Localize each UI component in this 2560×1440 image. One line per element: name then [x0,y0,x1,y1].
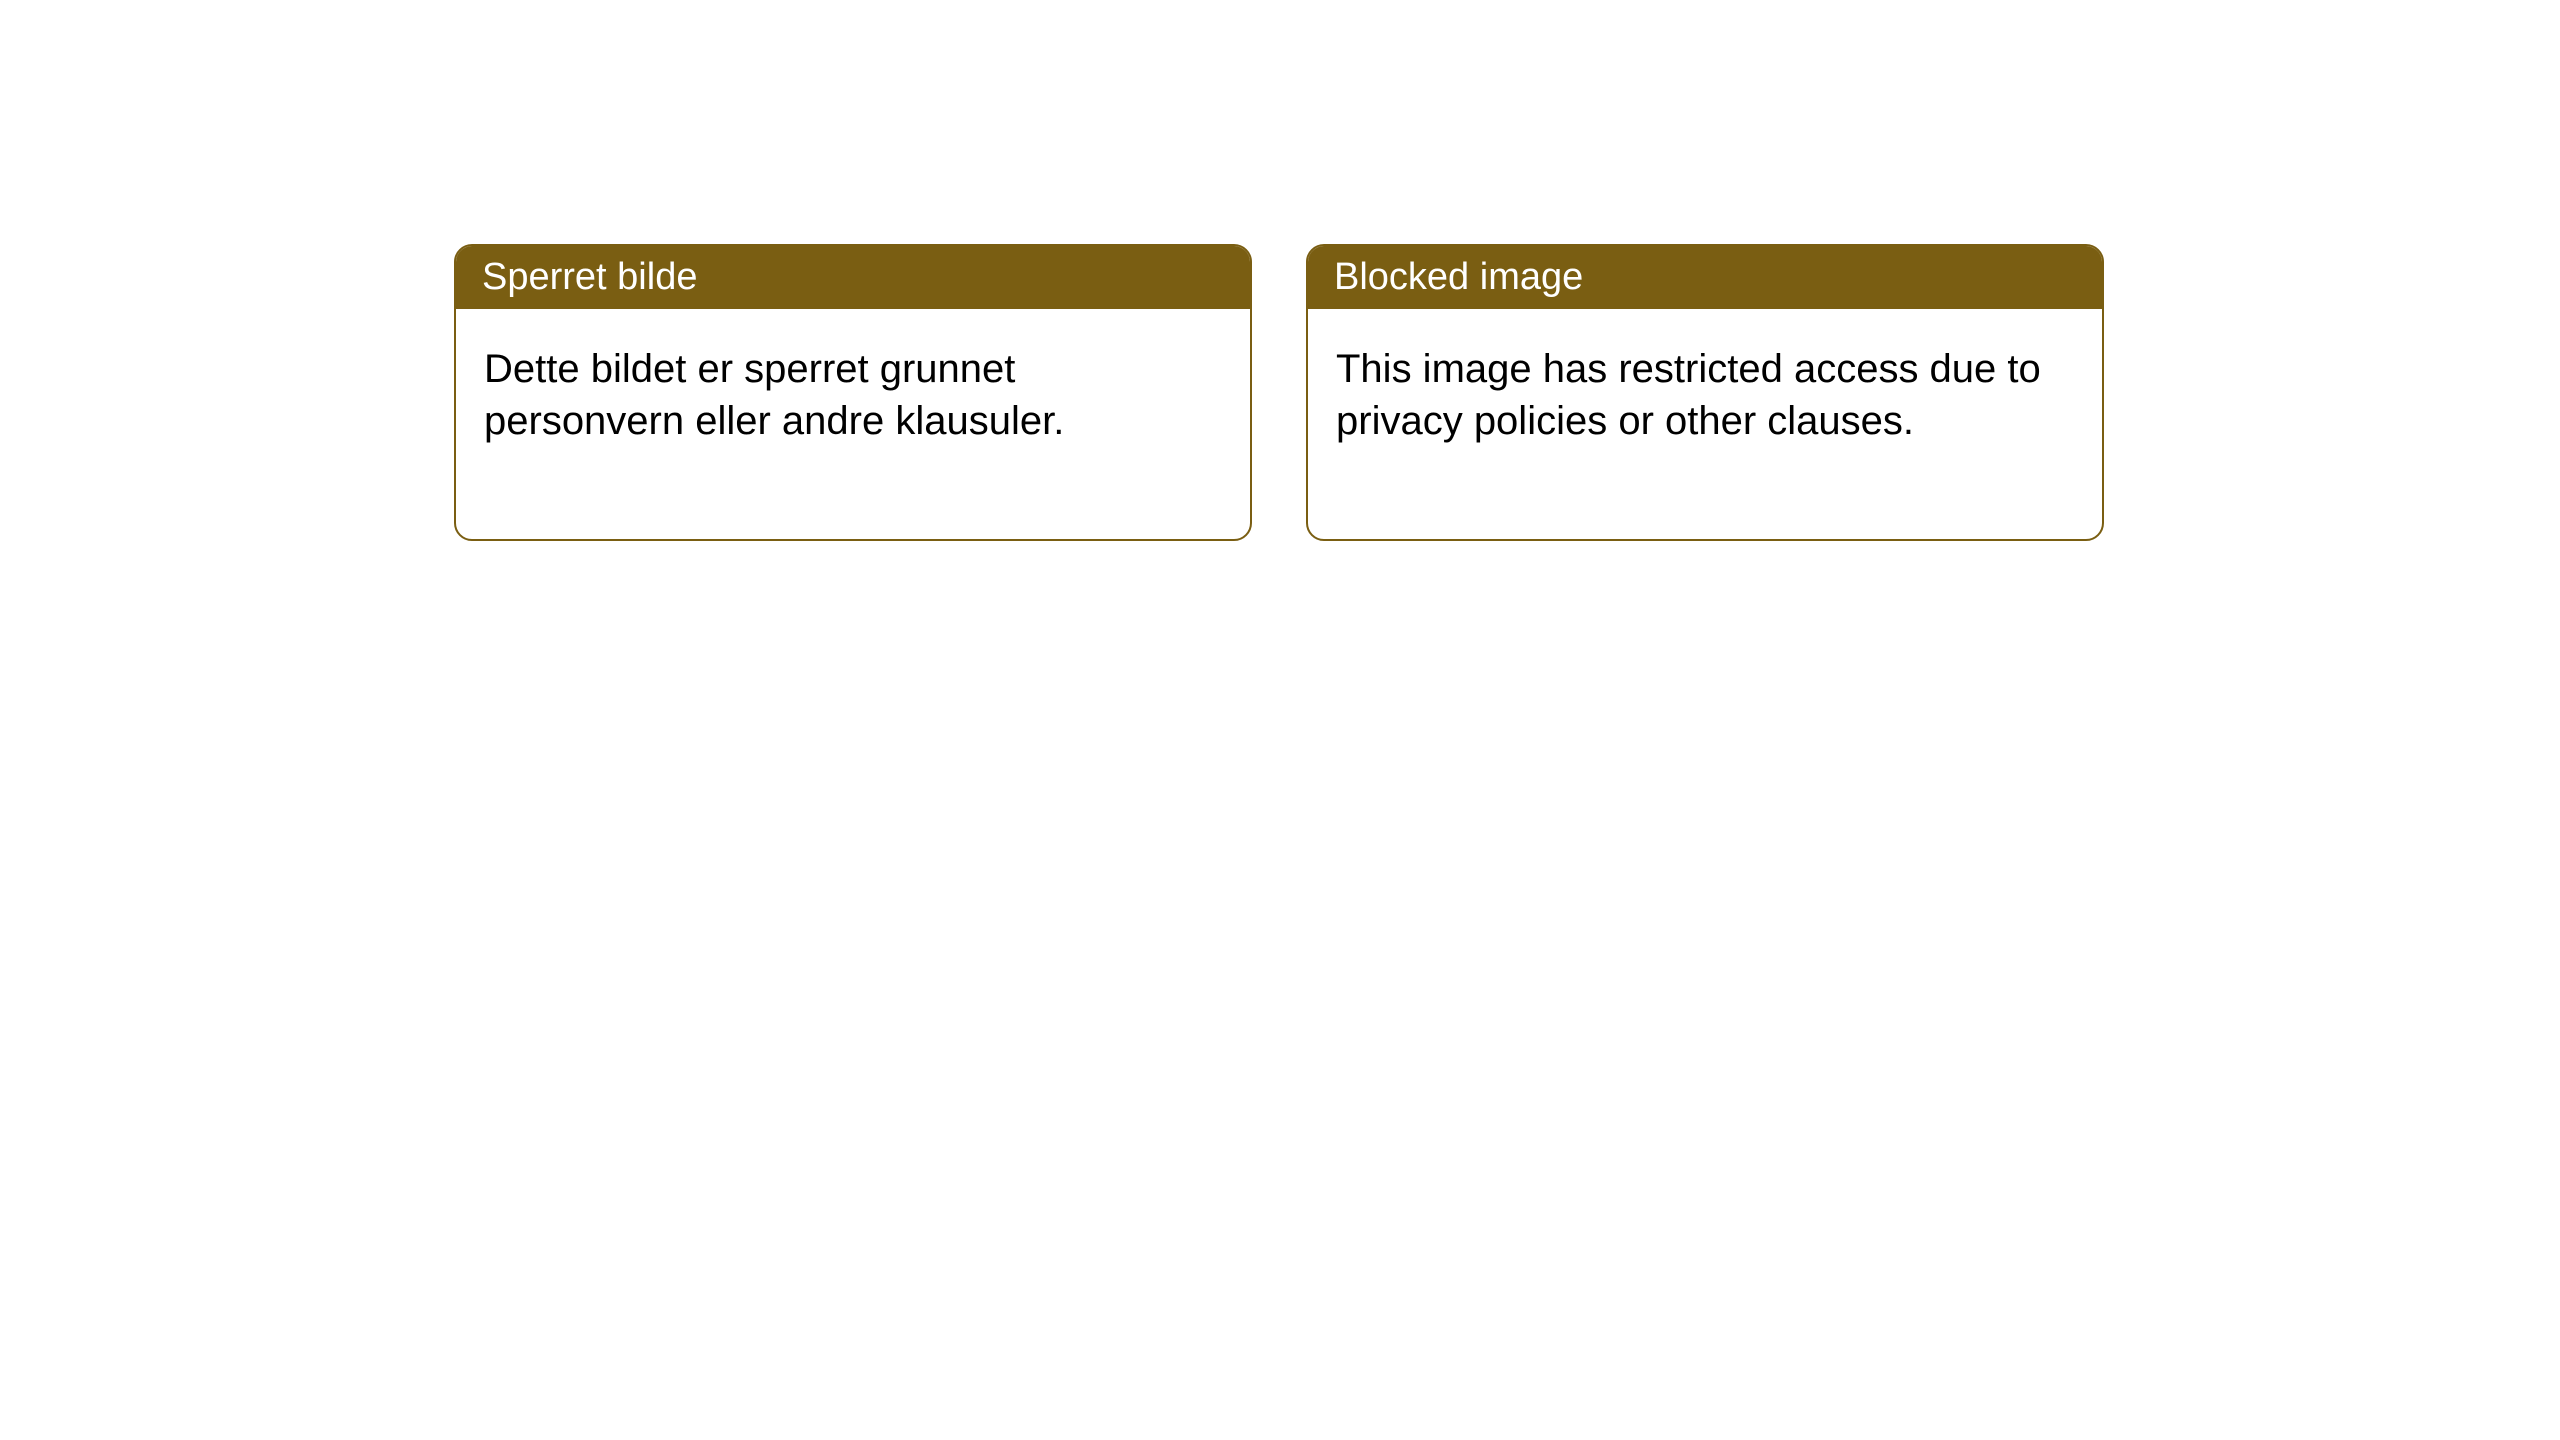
card-header-en: Blocked image [1308,246,2102,309]
card-body-en: This image has restricted access due to … [1308,309,2102,539]
card-title-en: Blocked image [1334,256,1583,298]
card-header-no: Sperret bilde [456,246,1250,309]
blocked-image-card-en: Blocked image This image has restricted … [1306,244,2104,541]
blocked-image-card-no: Sperret bilde Dette bildet er sperret gr… [454,244,1252,541]
card-text-no: Dette bildet er sperret grunnet personve… [484,347,1064,443]
card-title-no: Sperret bilde [482,256,697,298]
card-body-no: Dette bildet er sperret grunnet personve… [456,309,1250,539]
card-text-en: This image has restricted access due to … [1336,347,2041,443]
notice-cards-container: Sperret bilde Dette bildet er sperret gr… [0,0,2560,541]
